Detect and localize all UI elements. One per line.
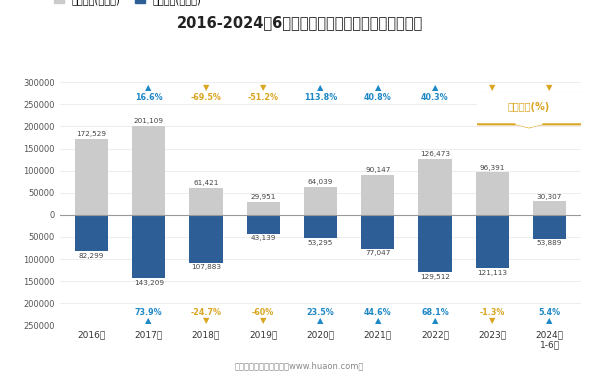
Text: ▲: ▲ xyxy=(146,316,152,325)
Text: 68.1%: 68.1% xyxy=(421,308,449,317)
Text: ▲: ▲ xyxy=(374,316,381,325)
Text: ▲: ▲ xyxy=(432,83,438,92)
Text: 82,299: 82,299 xyxy=(78,253,104,259)
Text: 40.8%: 40.8% xyxy=(364,94,392,102)
Text: 5.4%: 5.4% xyxy=(539,308,561,317)
Text: 77,047: 77,047 xyxy=(365,251,391,257)
Text: 107,883: 107,883 xyxy=(191,264,221,270)
Text: 40.3%: 40.3% xyxy=(421,94,449,102)
Text: ▲: ▲ xyxy=(546,316,553,325)
Text: ▼: ▼ xyxy=(202,316,209,325)
Text: ▼: ▼ xyxy=(202,83,209,92)
Text: ▼: ▼ xyxy=(260,316,267,325)
Bar xyxy=(361,175,394,215)
Text: -60%: -60% xyxy=(252,308,274,317)
Text: -1.3%: -1.3% xyxy=(480,308,505,317)
Text: 23.5%: 23.5% xyxy=(307,308,334,317)
Text: 96,391: 96,391 xyxy=(480,165,505,171)
Text: ▲: ▲ xyxy=(317,83,323,92)
Text: 172,529: 172,529 xyxy=(77,131,107,137)
Text: 113.8%: 113.8% xyxy=(304,94,337,102)
Text: 43,139: 43,139 xyxy=(250,236,276,242)
Bar xyxy=(476,215,509,269)
Bar xyxy=(75,139,108,215)
Text: ▲: ▲ xyxy=(317,316,323,325)
Bar xyxy=(189,188,223,215)
Bar xyxy=(132,215,165,278)
Text: 129,512: 129,512 xyxy=(420,274,450,280)
Text: 61,421: 61,421 xyxy=(193,180,219,186)
Text: -51.2%: -51.2% xyxy=(248,94,279,102)
Bar xyxy=(247,202,280,215)
Text: 16.6%: 16.6% xyxy=(135,94,162,102)
Text: -22.8%: -22.8% xyxy=(477,94,508,102)
Text: 44.6%: 44.6% xyxy=(364,308,392,317)
Bar xyxy=(418,159,452,215)
Text: ▲: ▲ xyxy=(432,316,438,325)
Bar xyxy=(189,215,223,263)
Text: 73.9%: 73.9% xyxy=(135,308,162,317)
Text: 30,307: 30,307 xyxy=(537,194,562,200)
Bar xyxy=(304,215,337,239)
Bar xyxy=(418,215,452,272)
Bar xyxy=(361,215,394,249)
Text: 制图：华经产业研究院（www.huaon.com）: 制图：华经产业研究院（www.huaon.com） xyxy=(235,361,364,370)
Text: 53,295: 53,295 xyxy=(308,240,333,246)
Text: -69.5%: -69.5% xyxy=(190,94,222,102)
Bar xyxy=(533,215,566,239)
Bar xyxy=(533,202,566,215)
Text: ▲: ▲ xyxy=(374,83,381,92)
Text: ▼: ▼ xyxy=(260,83,267,92)
Text: ▼: ▼ xyxy=(546,83,553,92)
Legend: 出口总额(万美元), 进口总额(万美元): 出口总额(万美元), 进口总额(万美元) xyxy=(55,0,201,5)
Text: -39.8%: -39.8% xyxy=(534,94,565,102)
Text: 53,889: 53,889 xyxy=(537,240,562,246)
Bar xyxy=(75,215,108,251)
Text: ▲: ▲ xyxy=(146,83,152,92)
Text: 64,039: 64,039 xyxy=(308,179,333,185)
Text: 121,113: 121,113 xyxy=(477,270,507,276)
Text: -24.7%: -24.7% xyxy=(190,308,222,317)
Text: 126,473: 126,473 xyxy=(420,151,450,157)
Bar xyxy=(304,187,337,215)
Bar xyxy=(132,126,165,215)
Bar xyxy=(476,172,509,215)
Bar xyxy=(247,215,280,234)
Text: ▼: ▼ xyxy=(489,316,495,325)
Text: 29,951: 29,951 xyxy=(250,194,276,200)
Text: 201,109: 201,109 xyxy=(134,119,164,125)
Text: 90,147: 90,147 xyxy=(365,168,391,174)
Text: 2016-2024年6月深圳机场保税物流中心进、出口额: 2016-2024年6月深圳机场保税物流中心进、出口额 xyxy=(176,15,423,30)
Text: ▼: ▼ xyxy=(489,83,495,92)
Text: 143,209: 143,209 xyxy=(134,280,164,286)
